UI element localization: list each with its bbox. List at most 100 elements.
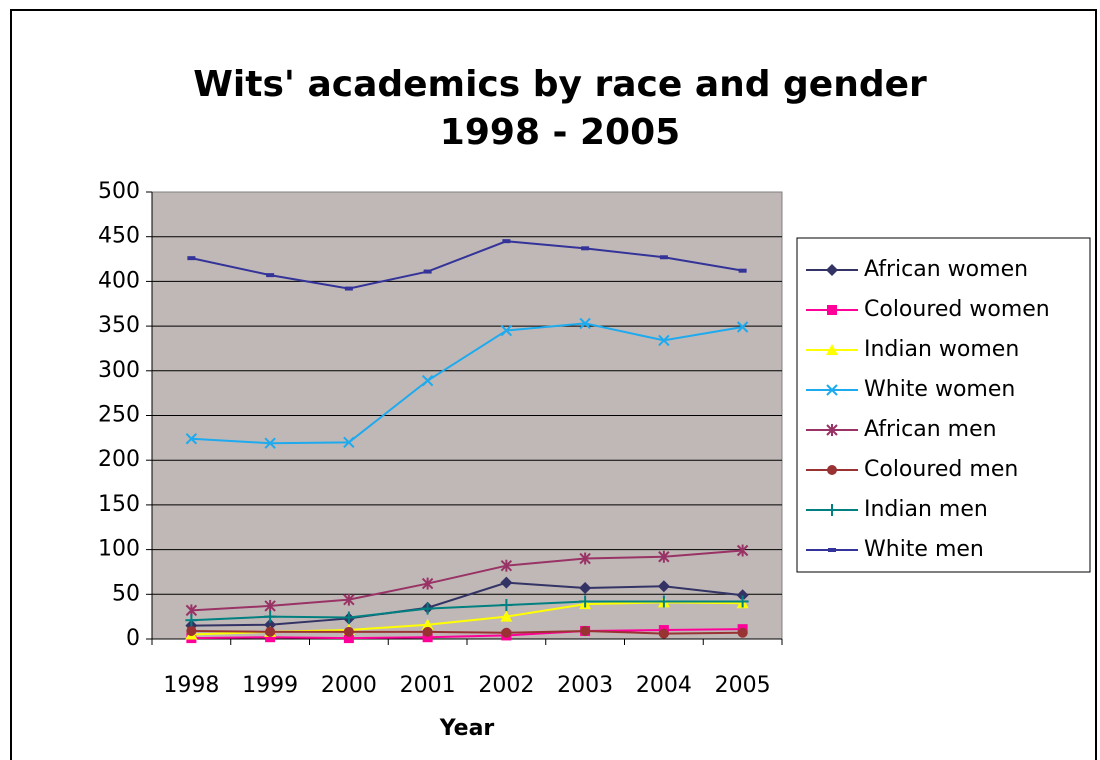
marker	[421, 602, 434, 615]
marker	[579, 317, 591, 330]
marker-shape	[736, 589, 749, 602]
marker-shape	[421, 374, 434, 387]
marker	[342, 611, 355, 624]
marker	[185, 614, 198, 627]
series-line	[191, 581, 743, 627]
y-tick-label: 350	[98, 313, 140, 338]
legend-label: Indian men	[864, 497, 988, 522]
marker	[580, 625, 591, 636]
marker	[736, 544, 749, 557]
marker	[826, 504, 838, 516]
legend-label: African men	[864, 417, 997, 442]
y-tick-label: 100	[98, 537, 140, 562]
y-tick-label: 0	[126, 626, 140, 651]
marker	[657, 580, 670, 593]
legend-label: White women	[864, 377, 1015, 402]
marker	[658, 628, 669, 639]
marker-shape	[264, 437, 276, 449]
marker	[421, 374, 434, 387]
marker-shape	[737, 627, 748, 638]
marker	[343, 626, 354, 637]
x-tick-label: 2004	[636, 673, 692, 698]
chart-title: Wits' academics by race and gender	[193, 64, 927, 105]
marker-shape	[186, 625, 197, 636]
legend-label: Coloured women	[864, 297, 1050, 322]
marker-shape	[501, 627, 512, 638]
x-tick-label: 2000	[321, 673, 377, 698]
marker-shape	[658, 334, 670, 347]
marker	[265, 632, 276, 643]
marker-shape	[422, 626, 433, 637]
legend-label: Coloured men	[864, 457, 1018, 482]
marker-shape	[500, 324, 513, 337]
marker-shape	[736, 321, 749, 333]
marker	[736, 595, 749, 608]
marker	[826, 264, 838, 276]
marker	[264, 610, 277, 623]
marker	[500, 576, 513, 589]
legend-label: Indian women	[864, 337, 1019, 362]
marker-shape	[580, 625, 591, 636]
marker	[500, 559, 513, 572]
series-line	[191, 628, 743, 640]
marker	[827, 465, 837, 475]
marker	[826, 384, 838, 396]
marker	[658, 550, 670, 563]
marker	[343, 593, 355, 606]
marker-shape	[826, 384, 838, 396]
marker-shape	[343, 633, 354, 644]
legend-label: White men	[864, 537, 984, 562]
x-tick-label: 2001	[400, 673, 456, 698]
marker-shape	[343, 626, 354, 637]
series-line	[191, 240, 743, 290]
x-tick-label: 2005	[715, 673, 771, 698]
y-tick-label: 250	[98, 403, 140, 428]
marker	[265, 626, 276, 637]
marker	[264, 618, 277, 631]
marker	[343, 436, 355, 449]
marker	[579, 595, 592, 608]
chart-title: 1998 - 2005	[440, 112, 680, 153]
marker-shape	[826, 344, 838, 355]
marker	[737, 627, 748, 638]
y-tick-label: 400	[98, 268, 140, 293]
series-line	[191, 600, 743, 622]
y-tick-label: 450	[98, 224, 140, 249]
marker	[736, 321, 749, 333]
marker-shape	[422, 632, 433, 643]
marker	[500, 599, 513, 612]
marker-shape	[579, 582, 592, 595]
marker	[736, 589, 749, 602]
x-tick-label: 2003	[557, 673, 613, 698]
y-tick-label: 150	[98, 492, 140, 517]
x-tick-label: 1998	[163, 673, 219, 698]
marker	[500, 324, 513, 337]
marker	[500, 610, 513, 622]
y-tick-label: 50	[112, 581, 140, 606]
marker-shape	[185, 433, 198, 445]
marker	[421, 618, 434, 630]
marker-shape	[657, 580, 670, 593]
marker-shape	[579, 317, 591, 330]
marker-shape	[827, 465, 837, 475]
marker-shape	[421, 618, 434, 630]
marker	[827, 305, 837, 315]
marker	[826, 424, 838, 436]
marker-shape	[264, 618, 277, 631]
legend-label: African women	[864, 257, 1028, 282]
marker-shape	[500, 576, 513, 589]
marker	[658, 334, 670, 347]
x-axis-title: Year	[439, 716, 495, 741]
x-tick-label: 1999	[242, 673, 298, 698]
marker	[343, 633, 354, 644]
x-tick-label: 2002	[478, 673, 534, 698]
marker	[501, 627, 512, 638]
marker	[422, 626, 433, 637]
marker-shape	[265, 626, 276, 637]
y-tick-label: 200	[98, 447, 140, 472]
marker-shape	[658, 628, 669, 639]
marker	[422, 632, 433, 643]
marker	[186, 625, 197, 636]
marker	[264, 437, 276, 449]
